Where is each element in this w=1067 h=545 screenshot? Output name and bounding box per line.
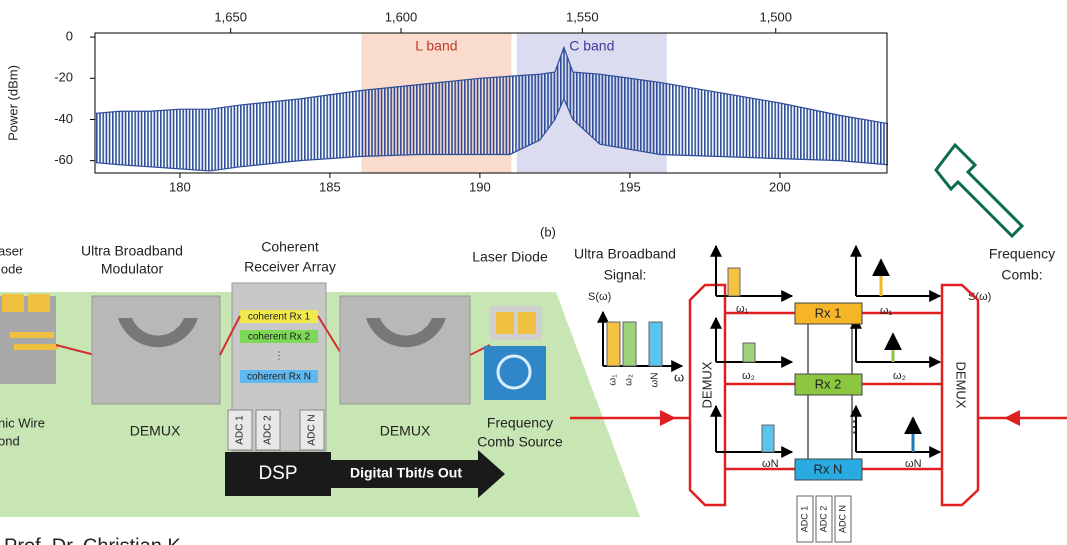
pad	[14, 344, 58, 350]
slide: L band C band 0 -20 -40 -60 180 185 190 195 200 1,6…	[0, 0, 1067, 545]
label: iode	[0, 261, 23, 276]
adc-label: ADC 1	[799, 506, 809, 533]
omega: ω₁	[608, 374, 619, 386]
demux-label: DEMUX	[699, 361, 714, 408]
pad	[496, 312, 514, 334]
label: ond	[0, 433, 20, 448]
label: DEMUX	[130, 423, 181, 439]
bar	[607, 322, 620, 366]
omega: ω₂	[742, 370, 755, 382]
x-tick-label: 190	[469, 179, 491, 194]
pad	[10, 332, 54, 338]
diagram-a: aser iode Ultra Broadband Modulator Cohe…	[0, 239, 640, 517]
omega: ω₂	[893, 370, 906, 382]
label: Ultra Broadband	[81, 243, 183, 259]
x-tick-label: 180	[169, 179, 191, 194]
band-label: L band	[415, 38, 457, 54]
bar	[728, 268, 740, 296]
axis-label: S(ω)	[588, 291, 611, 303]
demux-label: DEMUX	[954, 362, 969, 409]
label: Comb:	[1001, 267, 1042, 283]
bar	[623, 322, 636, 366]
x2-tick-label: 1,550	[566, 9, 599, 24]
rx-label: ⋮	[274, 351, 284, 362]
bar	[762, 425, 774, 452]
label: nic Wire	[0, 415, 45, 430]
bar	[743, 343, 755, 362]
rx-label: Rx N	[814, 461, 843, 476]
x-tick-label: 185	[319, 179, 341, 194]
x2-tick-label: 1,500	[759, 9, 792, 24]
arrowhead	[660, 410, 676, 426]
slide-canvas: L band C band 0 -20 -40 -60 180 185 190 195 200 1,6…	[0, 0, 1067, 545]
rx-label: Rx 1	[815, 305, 842, 320]
footer: Prof. Dr. Christian K	[4, 535, 181, 545]
y-axis-label: Power (dBm)	[5, 65, 20, 141]
omega: ω₁	[880, 305, 893, 317]
pad	[2, 294, 24, 312]
x-tick-label: 195	[619, 179, 641, 194]
label: Signal:	[604, 267, 647, 283]
label: Laser Diode	[472, 249, 548, 265]
rx-label: coherent Rx N	[247, 372, 311, 383]
rx-label: Rx 2	[815, 376, 842, 391]
dots: ⋮	[846, 419, 862, 436]
label: aser	[0, 243, 24, 258]
arrow-icon	[936, 145, 1022, 236]
label: Modulator	[101, 261, 164, 277]
x2-tick-label: 1,650	[214, 9, 247, 24]
label: Frequency	[487, 415, 553, 431]
label: (b)	[540, 224, 556, 239]
omega: ωN	[650, 372, 661, 387]
rx-label: coherent Rx 2	[248, 332, 311, 343]
adc-label: ADC 2	[263, 415, 274, 445]
demux-chip	[340, 296, 470, 404]
arrowhead	[1004, 410, 1020, 426]
y-tick-label: 0	[66, 29, 73, 44]
omega: ω₁	[736, 303, 749, 315]
out-label: Digital Tbit/s Out	[350, 465, 462, 481]
omega: ωN	[905, 458, 922, 470]
label: Ultra Broadband	[574, 246, 676, 262]
label: DEMUX	[380, 423, 431, 439]
y-tick-label: -40	[54, 111, 73, 126]
adc-label: ADC 2	[818, 506, 828, 533]
comb-chip	[484, 346, 546, 400]
adc-label: ADC 1	[235, 415, 246, 445]
adc-label: ADC N	[837, 505, 847, 533]
omega: ωN	[762, 458, 779, 470]
spectrum-chart: L band C band 0 -20 -40 -60 180 185 190 195 200 1,6…	[54, 9, 888, 194]
label: Coherent	[261, 239, 319, 255]
demux-chip	[92, 296, 220, 404]
y-tick-label: -60	[54, 152, 73, 167]
bar	[649, 322, 662, 366]
y-tick-label: -20	[54, 70, 73, 85]
rx-label: coherent Rx 1	[248, 312, 311, 323]
adc-label: ADC N	[307, 414, 318, 445]
label: Comb Source	[477, 434, 563, 450]
pad	[28, 294, 50, 312]
pad	[518, 312, 536, 334]
x-tick-label: 200	[769, 179, 791, 194]
dsp-label: DSP	[258, 463, 297, 484]
x2-tick-label: 1,600	[385, 9, 418, 24]
omega: ω₂	[624, 374, 635, 386]
band-label: C band	[569, 38, 614, 54]
omega: ω	[674, 369, 684, 384]
label: Frequency	[989, 246, 1055, 262]
label: Receiver Array	[244, 259, 336, 275]
